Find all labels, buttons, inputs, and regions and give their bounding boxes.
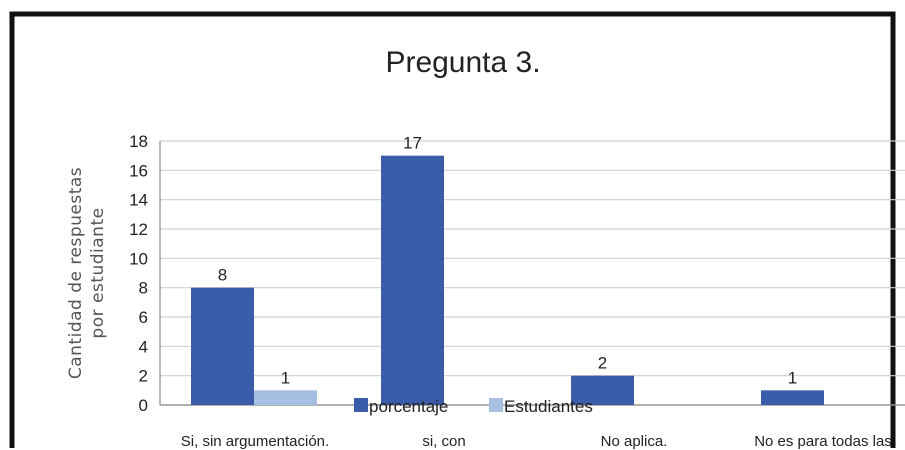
bar-porcentaje: [761, 390, 824, 405]
data-label: 2: [598, 354, 607, 373]
y-tick-label: 4: [139, 337, 148, 356]
data-label: 17: [403, 134, 422, 153]
y-tick-label: 12: [129, 220, 148, 239]
category-label: No aplica.: [601, 433, 668, 450]
data-label: 8: [218, 266, 227, 285]
chart-title: Pregunta 3.: [385, 46, 540, 79]
legend-swatch-estudiantes: [489, 398, 503, 412]
y-tick-label: 0: [139, 396, 148, 415]
y-tick-label: 14: [129, 191, 148, 210]
y-tick-label: 6: [139, 308, 148, 327]
y-tick-label: 10: [129, 249, 148, 268]
legend-label: Estudiantes: [504, 397, 593, 416]
bar-estudiantes: [254, 390, 317, 405]
y-axis-label: Cantidad de respuestas: [66, 167, 86, 379]
y-tick-label: 2: [139, 367, 148, 386]
bar-porcentaje: [191, 287, 254, 405]
bar-porcentaje: [381, 155, 444, 405]
category-label: Si, sin argumentación.: [181, 433, 329, 450]
data-label: 1: [281, 368, 290, 387]
y-tick-label: 8: [139, 279, 148, 298]
y-tick-label: 16: [129, 161, 148, 180]
legend-label: porcentaje: [369, 397, 448, 416]
category-label: si, con: [422, 433, 465, 450]
y-axis-label: por estudiante: [88, 207, 108, 338]
legend-swatch-porcentaje: [354, 398, 368, 412]
bar-porcentaje: [571, 375, 634, 405]
y-tick-label: 18: [129, 132, 148, 151]
data-label: 1: [788, 368, 797, 387]
category-label: No es para todas las: [754, 433, 892, 450]
chart-frame-border: [9, 11, 896, 448]
